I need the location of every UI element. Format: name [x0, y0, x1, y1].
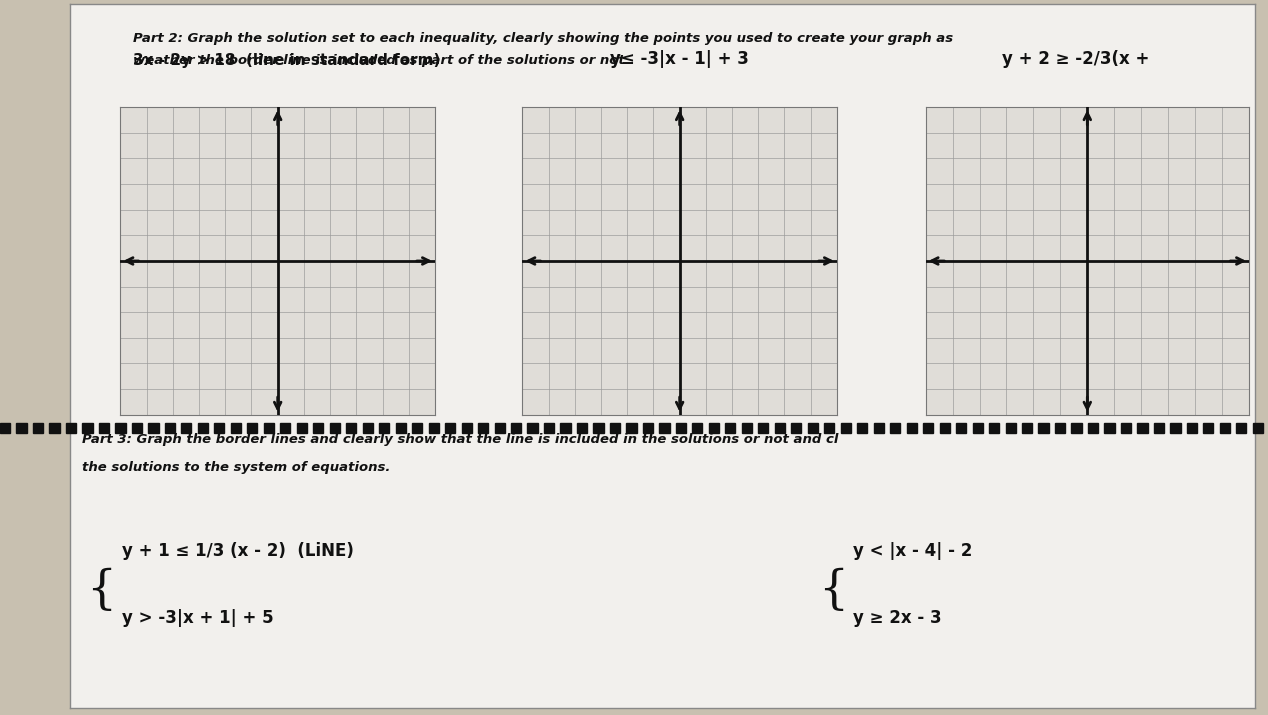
Bar	[874, 423, 884, 433]
Text: y≤ -3|x - 1| + 3: y≤ -3|x - 1| + 3	[610, 50, 749, 68]
Bar	[0, 423, 10, 433]
Bar	[1253, 423, 1263, 433]
Bar	[1104, 423, 1115, 433]
Bar	[1187, 423, 1197, 433]
Bar	[198, 423, 208, 433]
Bar	[297, 423, 307, 433]
Bar	[165, 423, 175, 433]
Bar	[462, 423, 472, 433]
Bar	[1088, 423, 1098, 433]
Bar	[659, 423, 670, 433]
Bar	[857, 423, 867, 433]
Bar	[577, 423, 587, 433]
Bar	[99, 423, 109, 433]
Bar	[478, 423, 488, 433]
Bar	[132, 423, 142, 433]
Bar	[940, 423, 950, 433]
Text: y + 1 ≤ 1/3 (x - 2)  (LiNE): y + 1 ≤ 1/3 (x - 2) (LiNE)	[122, 541, 354, 560]
Bar	[280, 423, 290, 433]
Bar	[148, 423, 158, 433]
Bar	[1236, 423, 1246, 433]
Bar	[247, 423, 257, 433]
Bar	[115, 423, 126, 433]
Bar	[527, 423, 538, 433]
Bar	[676, 423, 686, 433]
Bar	[610, 423, 620, 433]
Text: {: {	[818, 567, 848, 613]
Bar	[560, 423, 571, 433]
Bar	[66, 423, 76, 433]
Bar	[841, 423, 851, 433]
Bar	[593, 423, 604, 433]
Text: Part 2: Graph the solution set to each inequality, clearly showing the points yo: Part 2: Graph the solution set to each i…	[133, 32, 954, 45]
Bar	[82, 423, 93, 433]
Bar	[363, 423, 373, 433]
Bar	[330, 423, 340, 433]
Bar	[313, 423, 323, 433]
Bar	[1055, 423, 1065, 433]
Bar	[973, 423, 983, 433]
Text: the solutions to the system of equations.: the solutions to the system of equations…	[82, 461, 391, 474]
Bar	[511, 423, 521, 433]
Bar	[379, 423, 389, 433]
Bar	[214, 423, 224, 433]
Bar	[16, 423, 27, 433]
Bar	[643, 423, 653, 433]
Bar	[775, 423, 785, 433]
Bar	[181, 423, 191, 433]
Bar	[725, 423, 735, 433]
Bar	[1121, 423, 1131, 433]
Text: y < |x - 4| - 2: y < |x - 4| - 2	[853, 541, 973, 560]
Bar	[396, 423, 406, 433]
Bar	[989, 423, 999, 433]
Bar	[412, 423, 422, 433]
Bar	[346, 423, 356, 433]
Bar	[495, 423, 505, 433]
Text: y > -3|x + 1| + 5: y > -3|x + 1| + 5	[122, 609, 274, 628]
Text: weather the border line is included as part of the solutions or not: weather the border line is included as p…	[133, 54, 625, 66]
Bar	[758, 423, 768, 433]
Bar	[1170, 423, 1181, 433]
Bar	[1022, 423, 1032, 433]
Bar	[1071, 423, 1082, 433]
Bar	[742, 423, 752, 433]
Bar	[709, 423, 719, 433]
Bar	[1220, 423, 1230, 433]
Bar	[791, 423, 801, 433]
Text: {: {	[86, 567, 117, 613]
Text: y ≥ 2x - 3: y ≥ 2x - 3	[853, 609, 942, 628]
Text: y + 2 ≥ -2/3(x +: y + 2 ≥ -2/3(x +	[1002, 50, 1149, 68]
Bar	[1038, 423, 1049, 433]
Bar	[231, 423, 241, 433]
Bar	[49, 423, 60, 433]
Bar	[626, 423, 637, 433]
Bar	[1137, 423, 1148, 433]
Bar	[429, 423, 439, 433]
Bar	[445, 423, 455, 433]
Bar	[907, 423, 917, 433]
Bar	[808, 423, 818, 433]
Bar	[923, 423, 933, 433]
Bar	[890, 423, 900, 433]
Bar	[264, 423, 274, 433]
Bar	[824, 423, 834, 433]
Bar	[544, 423, 554, 433]
Bar	[692, 423, 702, 433]
Bar	[33, 423, 43, 433]
Text: Part 3: Graph the border lines and clearly show that the line is included in the: Part 3: Graph the border lines and clear…	[82, 433, 839, 445]
Bar	[956, 423, 966, 433]
Bar	[1006, 423, 1016, 433]
Text: 3x - 2y > 18  (line in standard form): 3x - 2y > 18 (line in standard form)	[133, 53, 440, 68]
Bar	[1154, 423, 1164, 433]
Bar	[1203, 423, 1213, 433]
